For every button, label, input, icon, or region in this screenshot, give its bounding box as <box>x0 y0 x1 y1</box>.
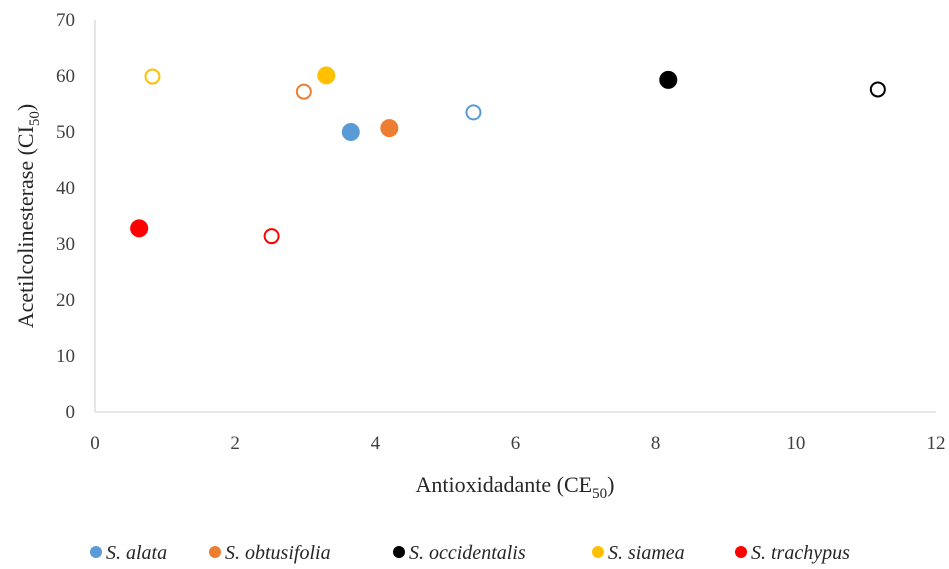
x-tick-label: 12 <box>927 433 946 454</box>
legend-marker <box>393 546 405 558</box>
y-tick-label: 60 <box>56 66 75 87</box>
x-tick-label: 6 <box>511 433 521 454</box>
legend-label: S. alata <box>106 542 167 564</box>
x-tick-label: 2 <box>230 433 240 454</box>
axes <box>94 20 936 413</box>
x-axis-title: Antioxidadante (CE50) <box>416 472 615 502</box>
y-tick-label: 0 <box>66 402 76 423</box>
legend-label: S. trachypus <box>751 542 850 564</box>
legend-marker <box>592 546 604 558</box>
x-tick-label: 4 <box>371 433 381 454</box>
legend-label: S. siamea <box>608 542 685 564</box>
legend-marker <box>735 546 747 558</box>
y-tick-label: 30 <box>56 234 75 255</box>
data-point-open <box>144 68 161 85</box>
data-point-filled <box>659 70 678 89</box>
x-tick-label: 8 <box>651 433 661 454</box>
data-point-filled <box>341 123 360 141</box>
y-tick-label: 40 <box>56 178 75 199</box>
legend-marker <box>209 546 221 558</box>
y-tick-label: 70 <box>56 10 75 31</box>
x-axis-title-main: Antioxidadante (CE <box>416 472 593 497</box>
legend: S. alata S. obtusifolia S. occidentalis S. … <box>90 542 850 564</box>
data-point-filled <box>130 219 149 238</box>
data-point-open <box>263 228 280 245</box>
x-tick-label: 10 <box>786 433 805 454</box>
data-point-open <box>465 104 482 121</box>
tick-labels: 0 2 4 6 8 10 12 0 10 20 30 40 50 60 70 <box>56 10 946 454</box>
y-axis-title-end: ) <box>13 104 38 111</box>
y-axis-title-main: Acetilcolinesterase (CI <box>13 126 38 328</box>
data-point-open <box>869 81 886 98</box>
legend-label: S. occidentalis <box>409 542 526 564</box>
x-axis-title-end: ) <box>607 472 614 497</box>
x-axis-title-sub: 50 <box>592 486 607 502</box>
y-tick-label: 50 <box>56 122 75 143</box>
x-tick-label: 0 <box>90 433 100 454</box>
data-points <box>130 66 886 245</box>
y-axis-title: Acetilcolinesterase (CI50) <box>13 104 43 329</box>
y-axis-title-sub: 50 <box>27 111 43 126</box>
y-tick-label: 20 <box>56 290 75 311</box>
data-point-open <box>295 83 312 100</box>
data-point-filled <box>317 66 336 85</box>
data-point-filled <box>380 119 399 138</box>
legend-label: S. obtusifolia <box>225 542 331 564</box>
legend-marker <box>90 546 102 558</box>
y-tick-label: 10 <box>56 346 75 367</box>
